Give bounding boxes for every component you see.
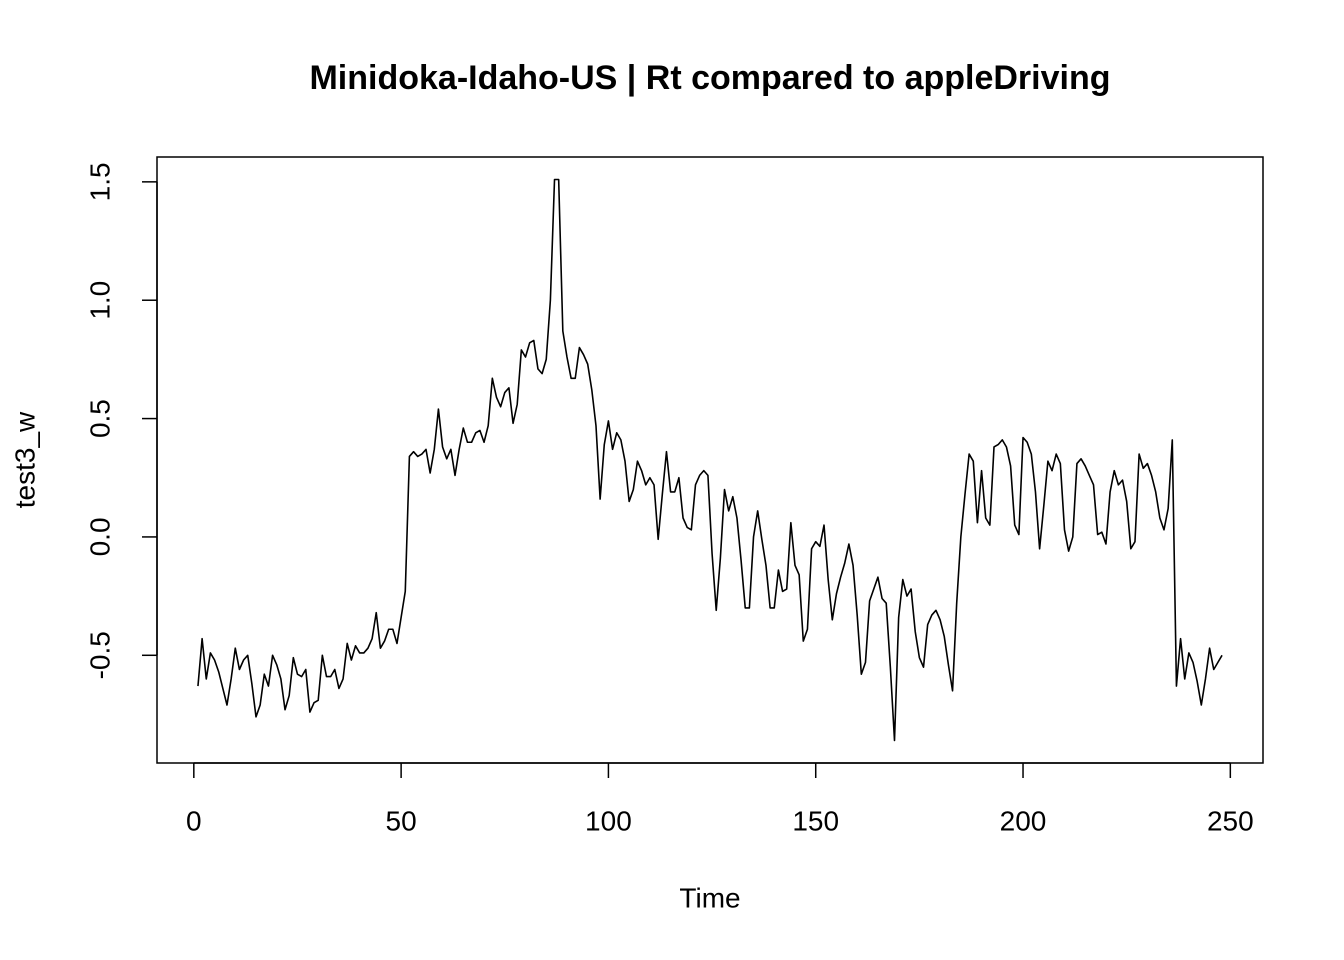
x-tick-label: 150 [792, 805, 839, 836]
y-tick-label: 1.5 [84, 162, 115, 201]
y-tick-label: -0.5 [84, 631, 115, 679]
x-tick-label: 100 [585, 805, 632, 836]
y-tick-label: 0.5 [84, 399, 115, 438]
y-tick-label: 1.0 [84, 281, 115, 320]
x-axis-label: Time [679, 882, 740, 913]
chart-title: Minidoka-Idaho-US | Rt compared to apple… [309, 59, 1110, 97]
x-tick-label: 50 [386, 805, 417, 836]
x-tick-label: 200 [1000, 805, 1047, 836]
data-line [197, 178, 1223, 742]
y-axis-label: test3_w [9, 411, 40, 508]
x-tick-label: 0 [186, 805, 202, 836]
x-tick-label: 250 [1207, 805, 1254, 836]
y-tick-label: 0.0 [84, 517, 115, 556]
